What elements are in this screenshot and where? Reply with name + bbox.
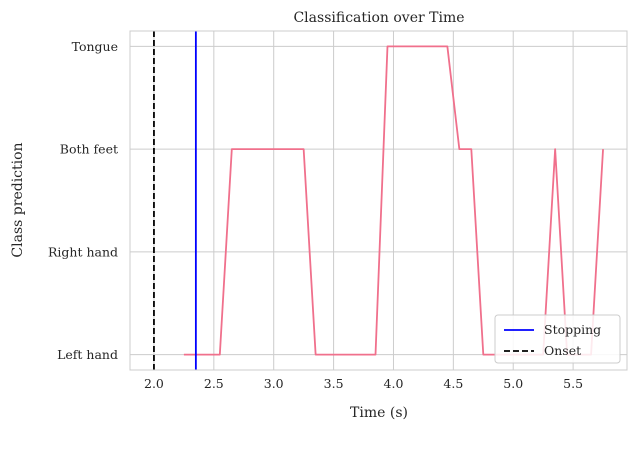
x-tick-label: 5.0: [503, 376, 523, 391]
x-tick-label: 5.5: [563, 376, 583, 391]
legend-label-stopping: Stopping: [544, 322, 601, 337]
y-axis-label: Class prediction: [10, 142, 26, 257]
vertical-markers: [153, 31, 197, 370]
x-tick-label: 2.0: [144, 376, 164, 391]
y-tick-label: Right hand: [48, 244, 118, 259]
chart-title: Classification over Time: [293, 10, 464, 26]
y-tick-labels: Left hand Right hand Both feet Tongue: [48, 39, 118, 362]
y-tick-label: Both feet: [60, 142, 118, 157]
x-tick-labels: 2.0 2.5 3.0 3.5 4.0 4.5 5.0 5.5: [144, 376, 583, 391]
y-tick-label: Left hand: [57, 347, 118, 362]
x-tick-label: 4.5: [443, 376, 463, 391]
x-tick-label: 3.0: [264, 376, 284, 391]
legend: Stopping Onset: [494, 314, 621, 364]
plot-frame: [129, 30, 628, 371]
y-tick-label: Tongue: [72, 39, 118, 54]
x-tick-label: 3.5: [324, 376, 344, 391]
plot-area: [130, 31, 627, 370]
x-tick-label: 2.5: [204, 376, 224, 391]
legend-label-onset: Onset: [544, 343, 581, 358]
x-axis-label: Time (s): [350, 405, 408, 421]
x-tick-label: 4.0: [384, 376, 404, 391]
